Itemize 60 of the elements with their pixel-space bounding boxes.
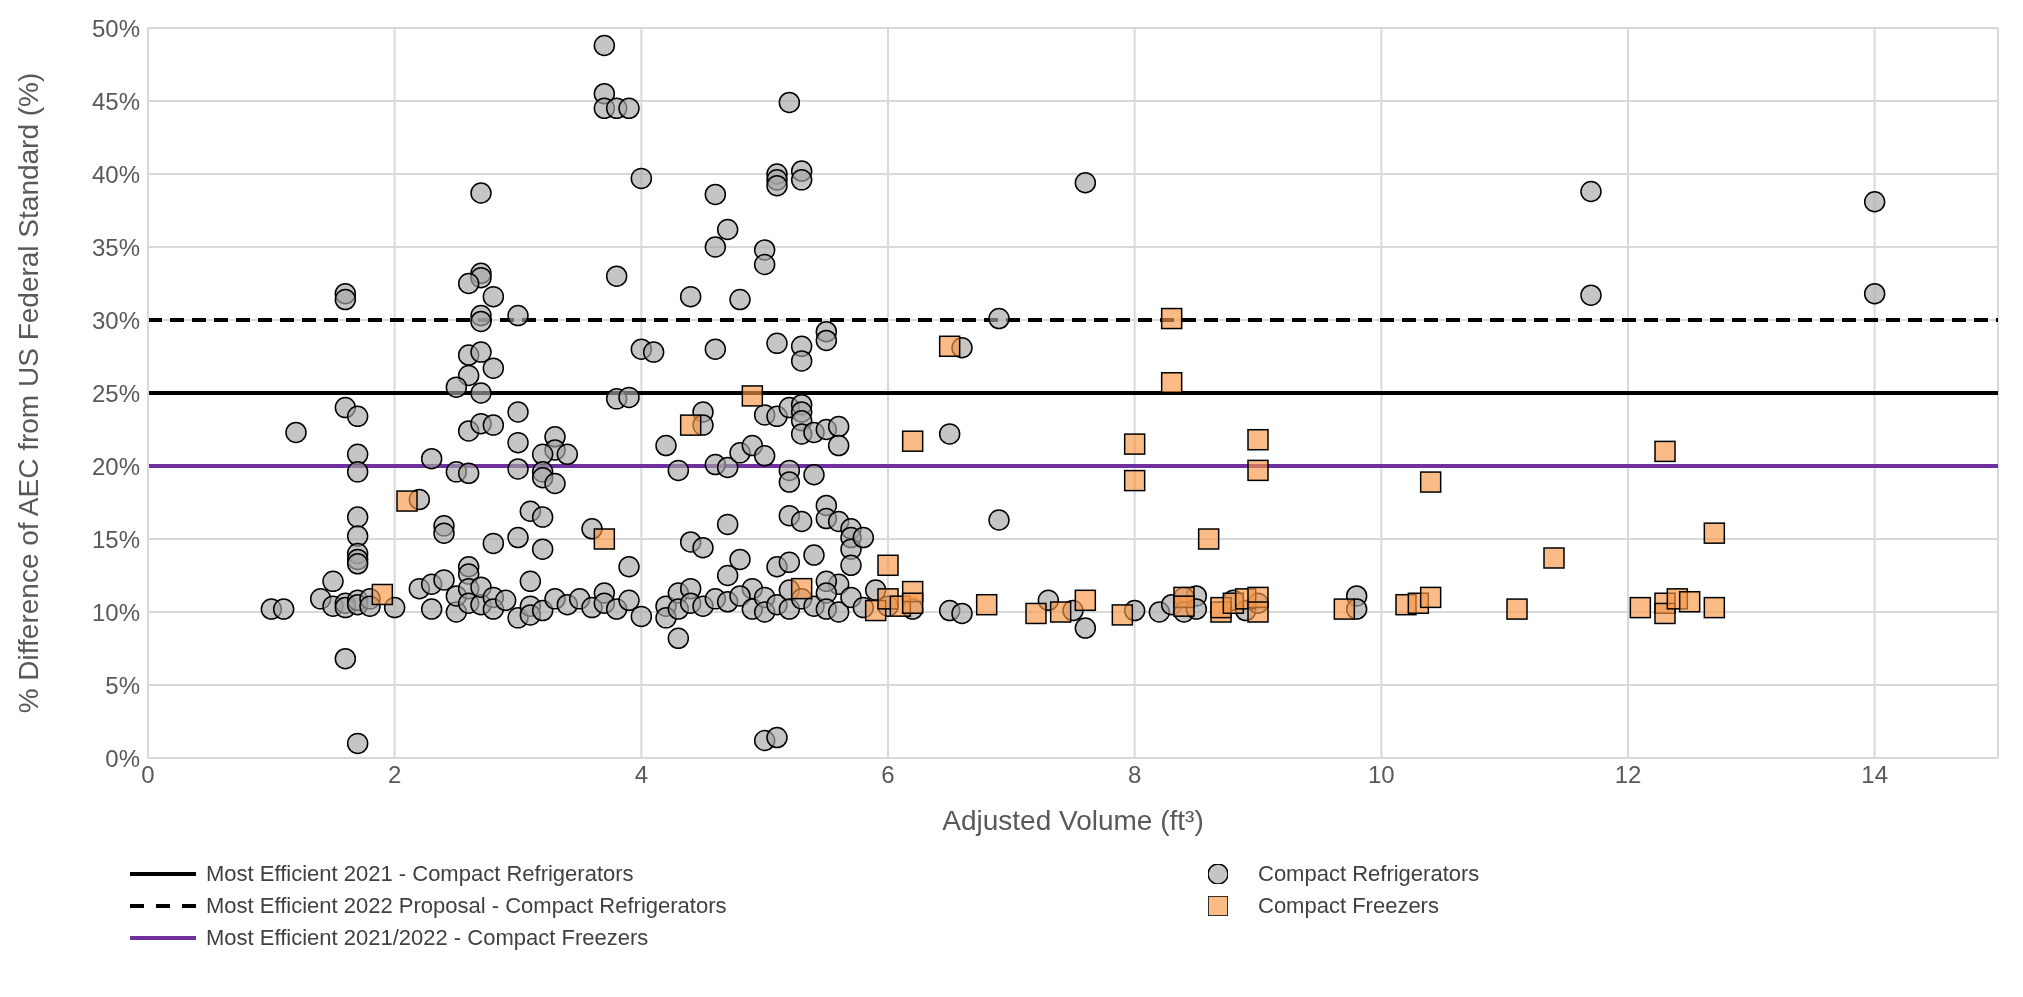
y-tick-label: 0% [105, 744, 140, 772]
y-tick-label: 45% [91, 87, 140, 115]
point [790, 577, 813, 600]
point [901, 430, 924, 452]
point [1506, 598, 1528, 620]
point [1160, 372, 1183, 394]
x-tick-label: 4 [634, 761, 649, 789]
x-tick-label: 14 [1861, 761, 1889, 789]
point [1654, 440, 1676, 463]
point [1123, 469, 1146, 492]
point [1419, 586, 1442, 609]
y-tick-label: 35% [91, 233, 140, 261]
point [396, 490, 418, 512]
point [679, 414, 702, 436]
point [1247, 601, 1269, 623]
y-tick-label: 30% [91, 306, 140, 334]
point [1173, 595, 1195, 617]
legend-label: Compact Refrigerators [1258, 861, 1480, 887]
point [741, 385, 764, 407]
y-axis-title: % Difference of AEC from US Federal Standard (%) [12, 72, 44, 714]
y-tick-label: 10% [91, 598, 140, 626]
point [1703, 596, 1726, 619]
x-tick-label: 8 [1127, 761, 1142, 789]
x-tick-label: 12 [1614, 761, 1642, 789]
point [938, 335, 961, 358]
point [1111, 604, 1134, 626]
point [1049, 601, 1072, 623]
legend-label: Most Efficient 2021/2022 - Compact Freezers [206, 925, 649, 951]
y-tick-label: 25% [91, 379, 140, 407]
point [1703, 522, 1726, 544]
point [901, 592, 924, 614]
point [1123, 433, 1146, 455]
point [1543, 547, 1565, 569]
x-tick-label: 2 [387, 761, 402, 789]
point [1629, 596, 1652, 619]
point [975, 593, 998, 616]
point [1025, 602, 1047, 625]
point [1247, 428, 1269, 451]
legend-label: Most Efficient 2021 - Compact Refrigerators [206, 861, 634, 887]
point [593, 528, 616, 550]
y-tick-label: 15% [91, 525, 140, 553]
x-tick-label: 6 [881, 761, 895, 789]
point [1197, 528, 1220, 550]
x-tick-label: 0 [141, 761, 155, 789]
point [1419, 471, 1442, 493]
y-tick-label: 5% [105, 671, 140, 699]
point [1678, 591, 1701, 613]
legend-label: Most Efficient 2022 Proposal - Compact Refrigerators [206, 893, 727, 919]
point [371, 583, 394, 606]
y-tick-label: 50% [91, 14, 140, 42]
x-tick-label: 10 [1367, 761, 1395, 789]
point [1247, 459, 1269, 482]
y-tick-label: 20% [91, 452, 140, 480]
point [1333, 598, 1356, 620]
legend-label: Compact Freezers [1258, 893, 1439, 919]
y-tick-label: 40% [91, 160, 140, 188]
point [1074, 589, 1097, 612]
point [877, 554, 899, 577]
point [1160, 307, 1183, 330]
x-axis-title: Adjusted Volume (ft³) [942, 805, 1204, 836]
